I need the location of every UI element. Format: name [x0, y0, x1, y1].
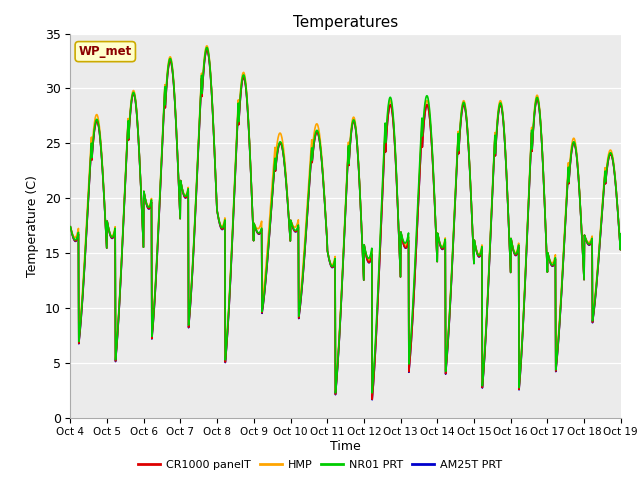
- AM25T PRT: [189, 263, 196, 269]
- CR1000 panelT: [432, 224, 440, 229]
- Line: HMP: HMP: [70, 46, 621, 396]
- HMP: [369, 393, 376, 398]
- NR01 PRT: [67, 224, 74, 229]
- NR01 PRT: [189, 260, 196, 265]
- NR01 PRT: [203, 45, 211, 50]
- HMP: [432, 223, 440, 228]
- CR1000 panelT: [369, 396, 376, 402]
- AM25T PRT: [432, 224, 440, 229]
- HMP: [617, 231, 625, 237]
- NR01 PRT: [432, 222, 440, 228]
- HMP: [203, 43, 211, 49]
- AM25T PRT: [67, 224, 74, 229]
- CR1000 panelT: [552, 365, 560, 371]
- Y-axis label: Temperature (C): Temperature (C): [26, 175, 39, 276]
- CR1000 panelT: [203, 47, 211, 53]
- CR1000 panelT: [504, 196, 511, 202]
- NR01 PRT: [251, 223, 259, 229]
- NR01 PRT: [175, 197, 183, 203]
- AM25T PRT: [369, 397, 376, 403]
- NR01 PRT: [504, 195, 511, 201]
- AM25T PRT: [552, 365, 560, 371]
- AM25T PRT: [175, 198, 183, 204]
- HMP: [189, 258, 196, 264]
- HMP: [175, 197, 183, 203]
- CR1000 panelT: [617, 231, 625, 237]
- NR01 PRT: [552, 363, 560, 369]
- AM25T PRT: [251, 223, 259, 229]
- Legend: CR1000 panelT, HMP, NR01 PRT, AM25T PRT: CR1000 panelT, HMP, NR01 PRT, AM25T PRT: [134, 456, 506, 474]
- AM25T PRT: [203, 47, 211, 52]
- NR01 PRT: [617, 231, 625, 237]
- Line: NR01 PRT: NR01 PRT: [70, 48, 621, 393]
- HMP: [552, 360, 560, 366]
- Line: AM25T PRT: AM25T PRT: [70, 49, 621, 400]
- Title: Temperatures: Temperatures: [293, 15, 398, 30]
- Line: CR1000 panelT: CR1000 panelT: [70, 50, 621, 399]
- HMP: [504, 194, 511, 200]
- AM25T PRT: [617, 231, 625, 237]
- X-axis label: Time: Time: [330, 440, 361, 453]
- HMP: [67, 224, 74, 229]
- HMP: [251, 222, 259, 228]
- NR01 PRT: [332, 390, 339, 396]
- CR1000 panelT: [189, 263, 196, 268]
- CR1000 panelT: [175, 198, 183, 204]
- Text: WP_met: WP_met: [79, 45, 132, 58]
- AM25T PRT: [504, 196, 511, 202]
- CR1000 panelT: [67, 224, 74, 229]
- CR1000 panelT: [251, 223, 259, 229]
